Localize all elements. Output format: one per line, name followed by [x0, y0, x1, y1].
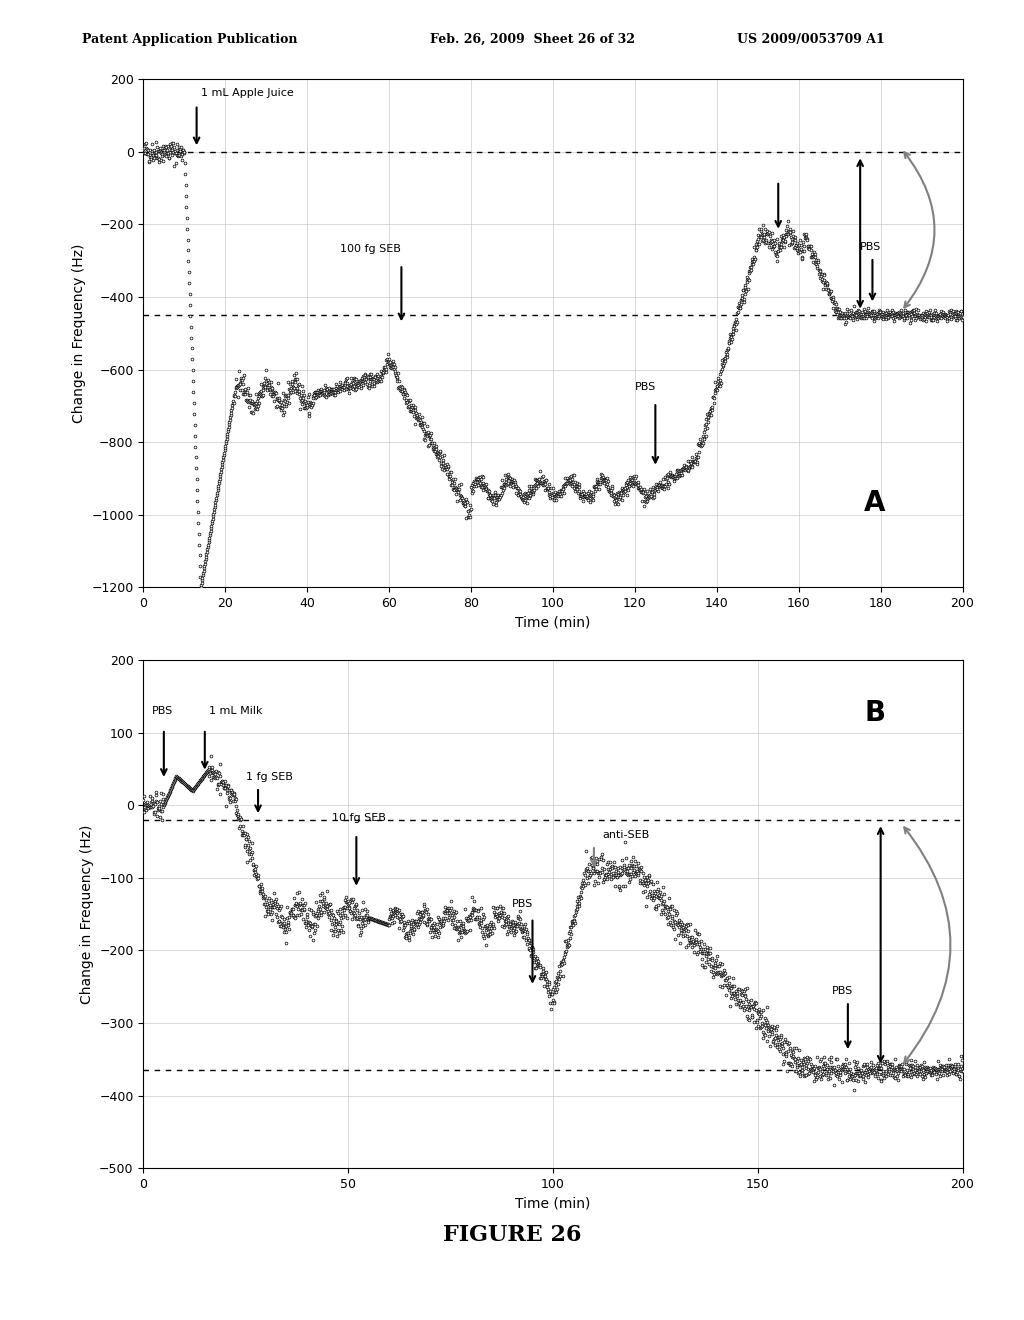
- Text: Patent Application Publication: Patent Application Publication: [82, 33, 297, 46]
- Y-axis label: Change in Frequency (Hz): Change in Frequency (Hz): [72, 244, 86, 422]
- Y-axis label: Change in Frequency (Hz): Change in Frequency (Hz): [80, 825, 93, 1003]
- X-axis label: Time (min): Time (min): [515, 1196, 591, 1210]
- Text: anti-SEB: anti-SEB: [602, 830, 649, 840]
- Text: 100 fg SEB: 100 fg SEB: [340, 244, 400, 253]
- Text: A: A: [864, 490, 886, 517]
- Text: PBS: PBS: [152, 706, 173, 717]
- X-axis label: Time (min): Time (min): [515, 615, 591, 630]
- Text: Feb. 26, 2009  Sheet 26 of 32: Feb. 26, 2009 Sheet 26 of 32: [430, 33, 635, 46]
- Text: PBS: PBS: [635, 381, 656, 392]
- Text: 1 fg SEB: 1 fg SEB: [246, 772, 293, 781]
- Text: FIGURE 26: FIGURE 26: [442, 1224, 582, 1246]
- Text: PBS: PBS: [860, 242, 882, 252]
- Text: 1 mL Milk: 1 mL Milk: [209, 706, 262, 717]
- Text: PBS: PBS: [512, 899, 534, 909]
- Text: B: B: [864, 700, 886, 727]
- Text: PBS: PBS: [831, 986, 853, 997]
- Text: US 2009/0053709 A1: US 2009/0053709 A1: [737, 33, 885, 46]
- Text: 10 fg SEB: 10 fg SEB: [332, 813, 386, 824]
- Text: 1 mL Apple Juice: 1 mL Apple Juice: [201, 87, 294, 98]
